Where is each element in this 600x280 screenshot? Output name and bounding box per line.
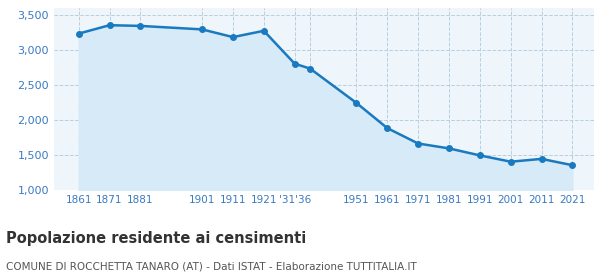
Text: Popolazione residente ai censimenti: Popolazione residente ai censimenti [6, 231, 306, 246]
Text: COMUNE DI ROCCHETTA TANARO (AT) - Dati ISTAT - Elaborazione TUTTITALIA.IT: COMUNE DI ROCCHETTA TANARO (AT) - Dati I… [6, 262, 417, 272]
